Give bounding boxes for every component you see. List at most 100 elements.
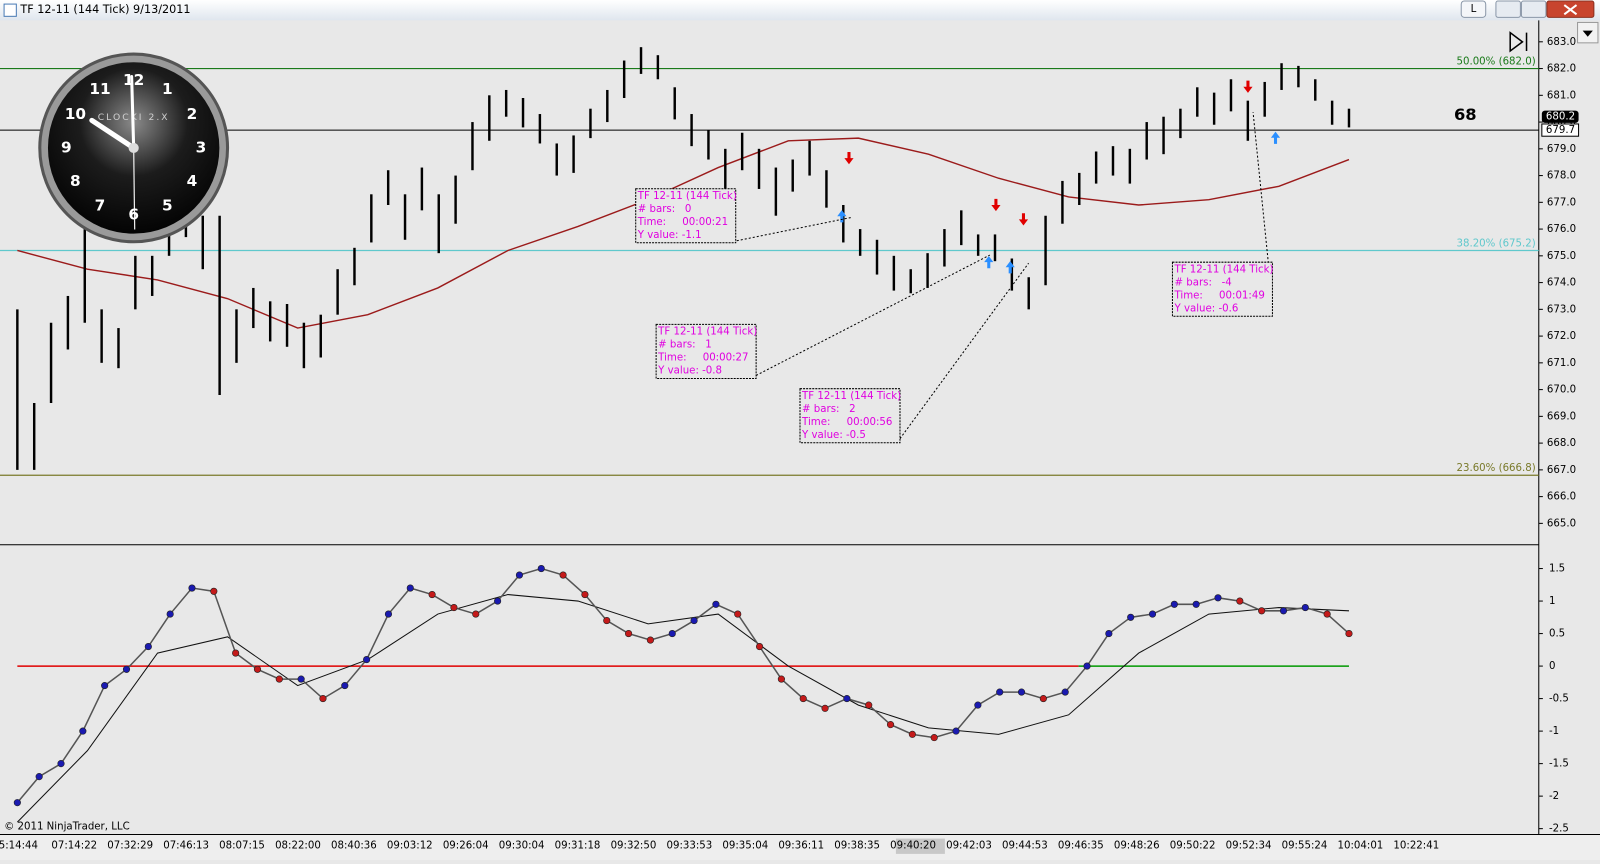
oscillator-dot — [1170, 600, 1178, 608]
annotation-connector — [899, 262, 1029, 439]
y-tick-label: 683.0 — [1547, 37, 1576, 48]
oscillator-dot — [494, 597, 502, 605]
x-tick-label: 09:52:34 — [1226, 841, 1272, 852]
sell-arrow — [1243, 80, 1253, 93]
oscillator-dot — [428, 590, 436, 599]
annotation-line: TF 12-11 (144 Tick) — [1173, 264, 1273, 275]
hour-hand — [89, 117, 137, 151]
oscillator-dot — [384, 610, 393, 618]
oscillator-dot — [297, 675, 305, 683]
oscillator-dot — [166, 610, 174, 618]
clock-numeral: 10 — [65, 105, 86, 123]
link-button[interactable] — [1460, 0, 1487, 18]
oscillator-dot — [1301, 603, 1309, 612]
oscillator-dot — [406, 584, 414, 592]
line-price-label: 679.7 — [1546, 125, 1575, 136]
clock-numeral: 2 — [187, 105, 198, 123]
y-tick-label: 667.0 — [1547, 465, 1576, 476]
x-tick-label: 10:22:41 — [1393, 841, 1439, 852]
y-tick-label: 672.0 — [1547, 331, 1576, 342]
oscillator-dot — [57, 760, 65, 768]
clock-numeral: 9 — [61, 138, 72, 156]
y-tick-label: 679.0 — [1547, 144, 1576, 155]
oscillator-dot — [341, 682, 349, 690]
annotation-line: Y value: -0.5 — [801, 430, 866, 441]
annotation-line: Time: 00:01:49 — [1173, 290, 1264, 301]
x-tick-label: 09:44:53 — [1002, 841, 1048, 852]
y-tick-label: 675.0 — [1547, 251, 1576, 262]
y-tick-label: 682.0 — [1547, 64, 1576, 75]
annotation-connector — [1252, 112, 1269, 264]
annotation-line: Time: 00:00:21 — [637, 217, 728, 228]
oscillator-dot — [144, 643, 152, 651]
buy-arrow — [1005, 261, 1015, 274]
y2-tick-label: 0.5 — [1549, 629, 1565, 640]
annotation-box — [655, 323, 757, 379]
oscillator-dot — [319, 695, 327, 703]
oscillator-dot — [363, 656, 371, 664]
annotation-line: TF 12-11 (144 Tick) — [801, 391, 901, 402]
annotation-line: Y value: -0.6 — [1173, 303, 1238, 314]
oscillator-dot — [210, 587, 218, 595]
sell-arrow — [991, 198, 1001, 212]
y2-tick-label: -2.5 — [1549, 824, 1569, 835]
oscillator-dot — [1323, 610, 1331, 618]
counter: 68 — [1454, 105, 1477, 124]
sell-arrow — [1018, 213, 1029, 226]
annotation-connector — [736, 216, 853, 242]
oscillator-dot — [1258, 607, 1266, 615]
scroll-end-button[interactable] — [1509, 31, 1528, 53]
y2-tick-label: 1.5 — [1549, 564, 1565, 575]
x-tick-label: 09:26:04 — [443, 841, 489, 852]
y2-tick-label: 0 — [1549, 661, 1555, 672]
close-icon — [1563, 4, 1578, 16]
link-button-label: L — [1471, 4, 1477, 15]
x-tick-label: 09:03:12 — [387, 841, 433, 852]
annotation-line: Y value: -0.8 — [657, 366, 722, 377]
x-tick-label: 08:07:15 — [219, 841, 265, 852]
fib-label: 50.00% (682.0) — [1457, 56, 1536, 67]
oscillator-dot — [886, 721, 895, 729]
x-tick-label: 09:55:24 — [1282, 841, 1328, 852]
oscillator-dot — [1061, 688, 1069, 696]
second-hand — [133, 147, 136, 230]
clock-numeral: 5 — [162, 197, 173, 215]
oscillator-dot — [1192, 600, 1200, 608]
window-title: TF 12-11 (144 Tick) 9/13/2011 — [19, 3, 190, 16]
annotation-box — [799, 388, 901, 444]
y-tick-label: 676.0 — [1547, 224, 1576, 235]
x-tick-label: 08:22:00 — [275, 841, 321, 852]
y2-tick-label: -1 — [1549, 726, 1559, 737]
y-tick-label: 665.0 — [1547, 518, 1576, 529]
buy-arrow — [984, 256, 994, 269]
oscillator-dot — [1083, 662, 1091, 670]
plot: 683.0682.0681.0680.0679.0678.0677.0676.0… — [0, 37, 1580, 852]
oscillator-dot — [35, 773, 43, 781]
oscillator-dot — [101, 682, 109, 690]
x-tick-label: 5:14:44 — [0, 841, 38, 852]
x-tick-label: 09:50:22 — [1170, 841, 1216, 852]
oscillator-dot — [1148, 610, 1157, 618]
oscillator-dot — [952, 727, 960, 735]
annotation-line: TF 12-11 (144 Tick) — [657, 327, 757, 338]
annotation-line: # bars: 0 — [638, 204, 692, 215]
time-highlight — [895, 838, 945, 854]
y-tick-label: 673.0 — [1547, 304, 1576, 315]
oscillator-dot — [1279, 607, 1288, 615]
oscillator-dot — [1017, 688, 1026, 696]
x-tick-label: 09:30:04 — [499, 841, 545, 852]
oscillator-dot — [515, 571, 524, 579]
copyright: © 2011 NinjaTrader, LLC — [4, 821, 130, 832]
restore-button[interactable] — [1520, 0, 1547, 18]
annotation-line: # bars: 2 — [802, 404, 856, 415]
oscillator-dot — [712, 600, 720, 608]
annotation-line: Time: 00:00:56 — [801, 417, 892, 428]
oscillator-dot — [821, 704, 829, 712]
oscillator-dot — [232, 649, 240, 657]
x-tick-label: 09:32:50 — [611, 841, 657, 852]
oscillator-dot — [974, 701, 982, 709]
y-tick-label: 681.0 — [1547, 90, 1576, 101]
oscillator-dot — [188, 584, 196, 592]
minimize-button[interactable] — [1495, 0, 1521, 18]
